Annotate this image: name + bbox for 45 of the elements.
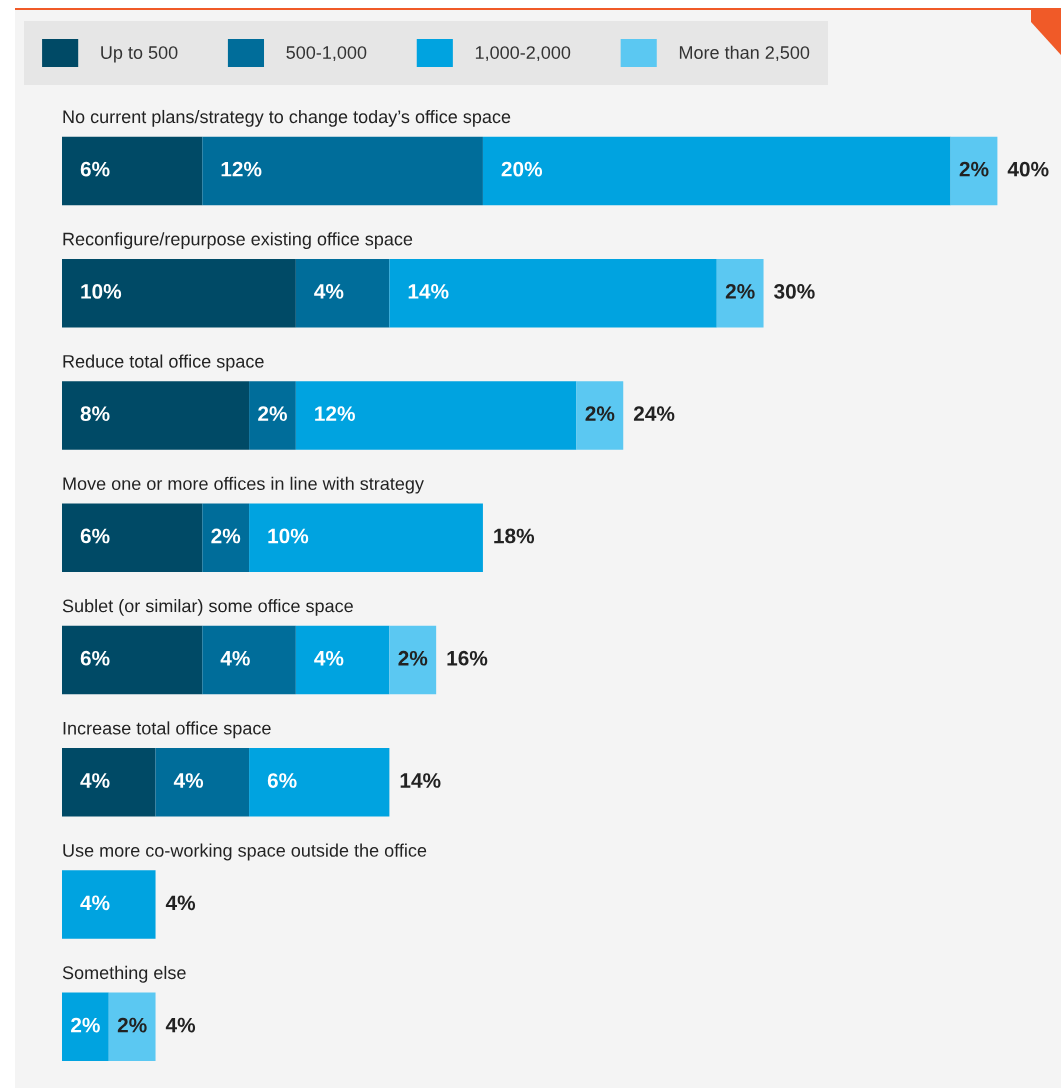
- data-label: 14%: [408, 284, 449, 299]
- data-label: 2%: [398, 650, 428, 666]
- total-label: 4%: [165, 895, 196, 911]
- data-label: 8%: [80, 406, 110, 422]
- data-label: 4%: [314, 650, 344, 666]
- data-label: 2%: [585, 406, 615, 422]
- legend-label: 500-1,000: [286, 46, 367, 62]
- data-label: 2%: [725, 284, 755, 299]
- data-label: 6%: [80, 528, 110, 544]
- data-label: 4%: [80, 895, 110, 911]
- data-label: 2%: [211, 528, 241, 544]
- data-label: 10%: [268, 528, 309, 544]
- total-label: 14%: [400, 773, 441, 788]
- y-tick-label: No current plans/strategy to change today’s office space: [63, 109, 511, 127]
- total-label: 24%: [633, 406, 675, 422]
- data-label: 6%: [80, 161, 110, 177]
- y-tick-label: Use more co-working space outside the office: [63, 843, 427, 861]
- total-label: 4%: [165, 1017, 196, 1033]
- data-label: 6%: [267, 773, 297, 788]
- y-tick-label: Sublet (or similar) some office space: [62, 599, 353, 616]
- data-label: 4%: [314, 284, 344, 299]
- legend-label: More than 2,500: [679, 45, 810, 62]
- legend-label: 1,000-2,000: [475, 46, 571, 62]
- total-label: 18%: [494, 528, 535, 544]
- data-label: 4%: [220, 650, 250, 666]
- total-label: 16%: [447, 650, 488, 666]
- data-label: 2%: [258, 406, 287, 422]
- y-tick-label: Reduce total office space: [63, 354, 264, 372]
- data-label: 2%: [71, 1017, 100, 1033]
- data-label: 4%: [173, 773, 204, 788]
- data-label: 20%: [501, 161, 543, 177]
- data-label: 4%: [80, 773, 110, 788]
- y-tick-label: Move one or more offices in line with strategy: [63, 476, 424, 494]
- total-label: 30%: [774, 284, 815, 299]
- data-label: 10%: [81, 284, 122, 299]
- data-label: 2%: [959, 161, 989, 177]
- total-label: 40%: [1007, 161, 1049, 177]
- y-tick-label: Reconfigure/repurpose existing office space: [63, 232, 413, 250]
- data-label: 6%: [80, 650, 110, 666]
- y-tick-label: Something else: [62, 965, 186, 983]
- y-tick-label: Increase total office space: [63, 721, 271, 739]
- data-label: 12%: [315, 406, 355, 422]
- data-label: 2%: [117, 1017, 147, 1033]
- legend-label: Up to 500: [101, 46, 178, 63]
- data-label: 12%: [221, 161, 262, 177]
